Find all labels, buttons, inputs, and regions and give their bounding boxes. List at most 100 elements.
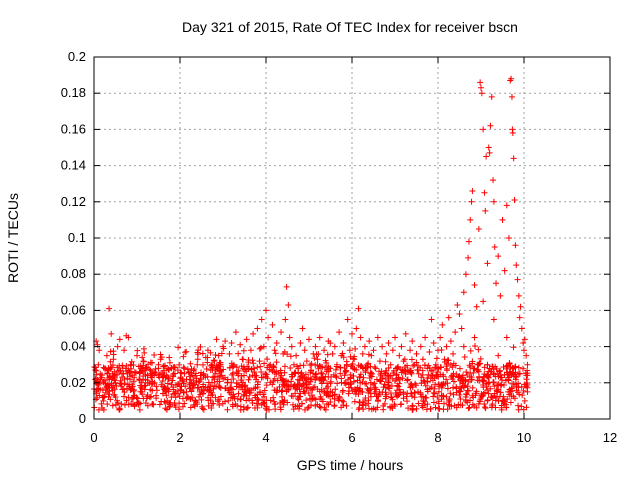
data-point	[478, 90, 485, 97]
data-point	[500, 363, 507, 370]
data-point	[497, 292, 504, 299]
y-tick-label: 0.02	[61, 375, 86, 390]
data-point	[361, 398, 368, 405]
data-point	[250, 330, 257, 337]
data-point	[498, 404, 505, 411]
data-point	[210, 357, 217, 364]
data-point	[381, 370, 388, 377]
data-point	[450, 391, 457, 398]
data-point	[372, 365, 379, 372]
data-point	[518, 403, 525, 410]
data-point	[312, 362, 319, 369]
data-point	[462, 376, 469, 383]
data-point	[114, 399, 121, 406]
data-point	[438, 396, 445, 403]
data-point	[207, 383, 214, 390]
data-point	[243, 405, 250, 412]
data-point	[229, 370, 236, 377]
data-point	[460, 343, 467, 350]
data-point	[182, 349, 189, 356]
data-point	[187, 385, 194, 392]
data-point	[233, 364, 240, 371]
data-point	[523, 352, 530, 359]
data-point	[404, 377, 411, 384]
data-point	[311, 383, 318, 390]
data-point	[99, 387, 106, 394]
data-point	[301, 374, 308, 381]
data-point	[307, 362, 314, 369]
data-point	[321, 404, 328, 411]
data-point	[137, 368, 144, 375]
y-tick-label: 0.08	[61, 266, 86, 281]
data-point	[246, 395, 253, 402]
data-point	[514, 276, 521, 283]
data-point	[200, 406, 207, 413]
data-point	[462, 391, 469, 398]
data-point	[510, 365, 517, 372]
data-point	[316, 334, 323, 341]
data-point	[340, 339, 347, 346]
data-point	[259, 397, 266, 404]
data-point	[95, 361, 102, 368]
data-point	[455, 401, 462, 408]
data-point	[417, 343, 424, 350]
data-point	[496, 393, 503, 400]
data-point	[262, 373, 269, 380]
data-point	[225, 386, 232, 393]
data-point	[383, 350, 390, 357]
data-point	[394, 365, 401, 372]
data-point	[467, 216, 474, 223]
data-point	[360, 374, 367, 381]
data-point	[161, 387, 168, 394]
data-point	[491, 390, 498, 397]
data-point	[404, 376, 411, 383]
data-point	[228, 391, 235, 398]
data-point	[355, 391, 362, 398]
data-point	[205, 394, 212, 401]
data-point	[432, 361, 439, 368]
data-point	[438, 381, 445, 388]
data-point	[400, 358, 407, 365]
data-point	[365, 360, 372, 367]
data-point	[144, 402, 151, 409]
data-point	[287, 353, 294, 360]
data-point	[351, 366, 358, 373]
data-point	[256, 345, 263, 352]
data-point	[430, 399, 437, 406]
data-point	[217, 393, 224, 400]
data-point	[191, 398, 198, 405]
data-point	[270, 364, 277, 371]
data-point	[226, 364, 233, 371]
data-point	[312, 371, 319, 378]
data-point	[461, 354, 468, 361]
data-point	[115, 367, 122, 374]
data-point	[367, 385, 374, 392]
data-point	[456, 311, 463, 318]
data-point	[261, 360, 268, 367]
data-point	[507, 399, 514, 406]
data-point	[469, 401, 476, 408]
data-point	[346, 388, 353, 395]
data-point	[148, 393, 155, 400]
data-point	[163, 406, 170, 413]
data-point	[346, 347, 353, 354]
data-point	[229, 403, 236, 410]
data-point	[308, 360, 315, 367]
data-point	[449, 384, 456, 391]
data-point	[114, 371, 121, 378]
data-point	[480, 298, 487, 305]
data-point	[174, 367, 181, 374]
data-point	[197, 343, 204, 350]
data-point	[240, 363, 247, 370]
data-point	[342, 368, 349, 375]
data-point	[257, 363, 264, 370]
data-point	[419, 393, 426, 400]
data-point	[146, 366, 153, 373]
data-point	[331, 392, 338, 399]
data-point	[333, 361, 340, 368]
data-point	[199, 361, 206, 368]
data-point	[101, 365, 108, 372]
data-point	[510, 155, 517, 162]
data-point	[481, 404, 488, 411]
data-point	[431, 375, 438, 382]
